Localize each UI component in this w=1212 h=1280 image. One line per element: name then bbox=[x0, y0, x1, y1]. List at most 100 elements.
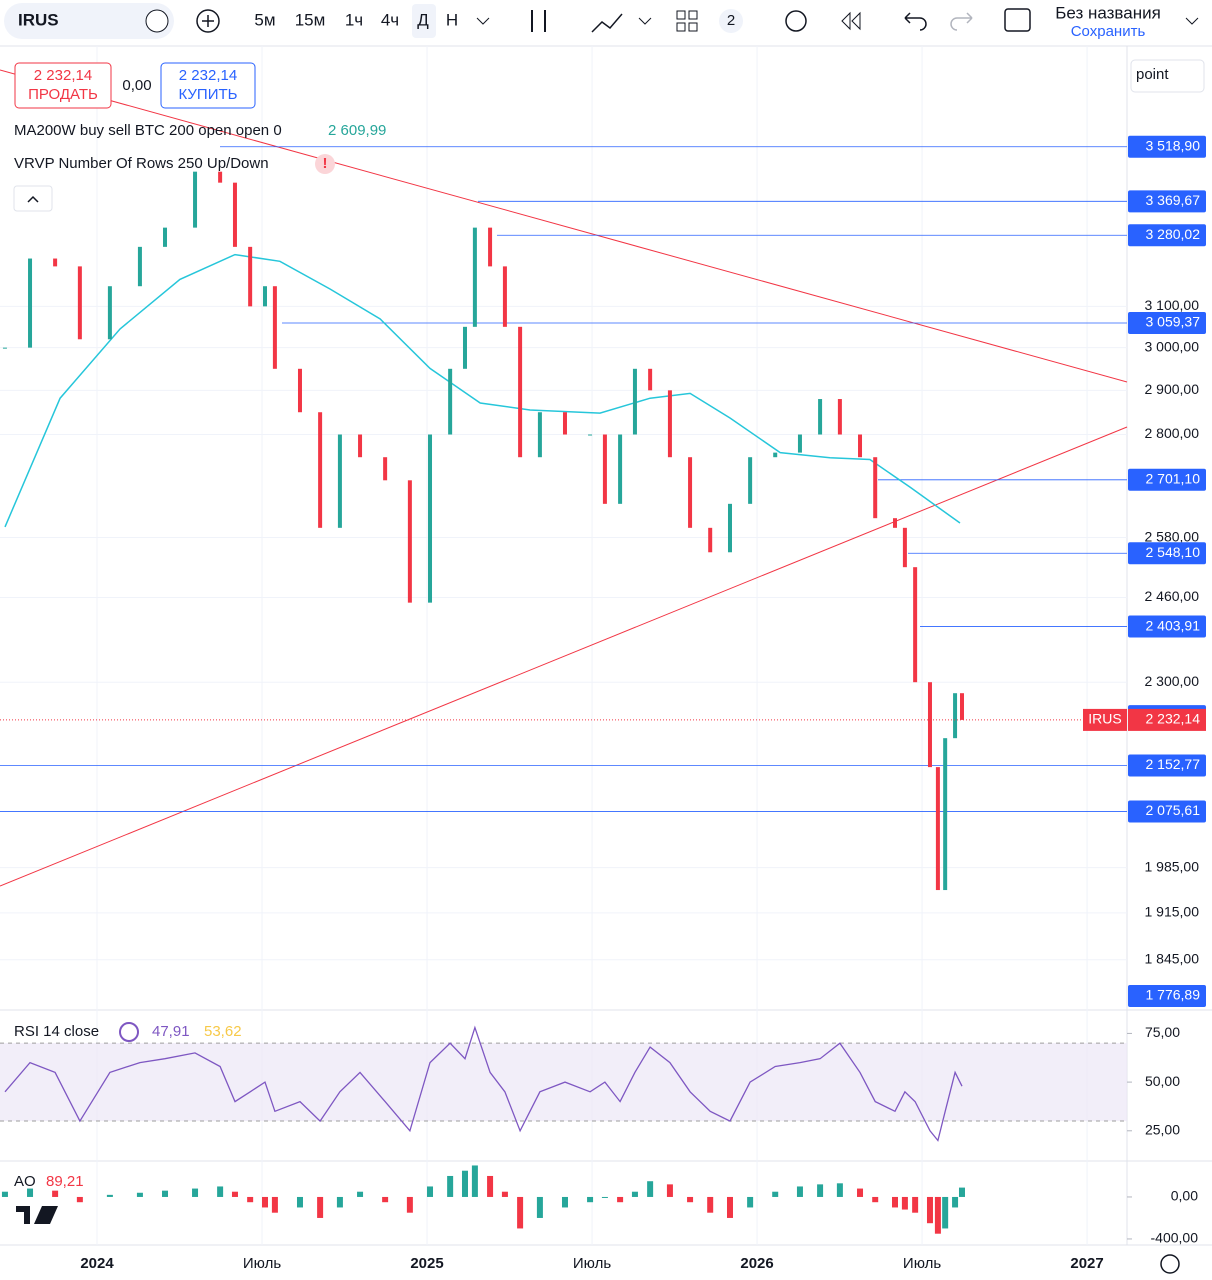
candle bbox=[232, 182, 237, 247]
y-tick-label: 2 800,00 bbox=[1145, 425, 1200, 441]
indicator-icon[interactable] bbox=[591, 13, 623, 33]
y-tick-label: 2 460,00 bbox=[1145, 588, 1200, 604]
settings-icon[interactable] bbox=[1160, 1254, 1180, 1274]
layouts-count: 2 bbox=[727, 12, 735, 29]
candle bbox=[337, 434, 342, 528]
collapse-button[interactable] bbox=[13, 185, 53, 212]
rsi-tick-label: 25,00 bbox=[1145, 1121, 1180, 1137]
candle bbox=[193, 171, 198, 228]
ao-bar bbox=[461, 1170, 468, 1197]
candle bbox=[708, 527, 713, 553]
trend-line[interactable] bbox=[0, 426, 1128, 887]
alert-icon[interactable] bbox=[785, 10, 807, 32]
ao-bar bbox=[912, 1196, 919, 1213]
vrvp-legend[interactable]: VRVP Number Of Rows 250 Up/Down bbox=[14, 155, 269, 172]
plus bbox=[202, 15, 214, 27]
candle bbox=[248, 246, 253, 307]
candle bbox=[818, 399, 823, 435]
candle bbox=[588, 434, 593, 436]
ao-bar bbox=[666, 1184, 673, 1197]
buy-button[interactable] bbox=[160, 62, 256, 109]
candle bbox=[428, 434, 433, 603]
error-icon[interactable] bbox=[315, 154, 335, 174]
scale-mode[interactable] bbox=[1130, 59, 1205, 93]
ao-bar bbox=[857, 1188, 864, 1197]
last-price-badge bbox=[1128, 708, 1206, 731]
chevron[interactable] bbox=[1185, 17, 1199, 25]
icon[interactable] bbox=[145, 9, 169, 33]
chevron[interactable] bbox=[638, 17, 652, 25]
rsi-line bbox=[4, 1025, 963, 1142]
interval[interactable]: 5м bbox=[254, 10, 275, 29]
candle bbox=[407, 480, 412, 603]
ao-bar bbox=[106, 1194, 113, 1197]
ao-legend[interactable]: AO bbox=[14, 1173, 36, 1190]
replay-icon[interactable] bbox=[841, 11, 861, 31]
y-tick-label: 3 100,00 bbox=[1145, 297, 1200, 313]
layout-name[interactable]: Без названия bbox=[1055, 3, 1161, 22]
buy-label: КУПИТЬ bbox=[178, 86, 237, 103]
ao-bar bbox=[617, 1196, 624, 1203]
ao-bar bbox=[631, 1191, 638, 1197]
interval[interactable]: Д bbox=[417, 10, 429, 29]
candle bbox=[358, 434, 363, 458]
ao-bar bbox=[901, 1196, 908, 1210]
ao-bar bbox=[271, 1196, 278, 1213]
ma-line bbox=[4, 253, 961, 528]
add-icon[interactable] bbox=[196, 9, 220, 33]
rsi-legend[interactable]: RSI 14 close bbox=[14, 1023, 99, 1040]
y-tick-label: 2 900,00 bbox=[1145, 381, 1200, 397]
layout-icon bbox=[688, 22, 698, 32]
sell-price: 2 232,14 bbox=[34, 67, 92, 84]
candle bbox=[602, 434, 607, 504]
ma-legend[interactable]: MA200W buy sell BTC 200 open open 0 bbox=[14, 122, 282, 139]
interval[interactable]: 15м bbox=[295, 10, 326, 29]
candle bbox=[927, 682, 932, 768]
rsi-tick-label: 50,00 bbox=[1145, 1073, 1180, 1089]
ao-bar bbox=[707, 1196, 714, 1213]
undo[interactable] bbox=[904, 12, 927, 31]
ao-tick-label: 0,00 bbox=[1171, 1188, 1198, 1204]
ao-bar bbox=[336, 1196, 343, 1208]
candle bbox=[383, 457, 388, 481]
layout-icon[interactable] bbox=[676, 10, 686, 20]
ao-bar bbox=[262, 1196, 269, 1208]
level-badge bbox=[1128, 800, 1206, 823]
interval[interactable]: 4ч bbox=[381, 10, 399, 29]
ao-bar bbox=[687, 1196, 694, 1203]
sell-label: ПРОДАТЬ bbox=[28, 86, 98, 103]
symbol-badge bbox=[1083, 708, 1127, 731]
candle-icon[interactable] bbox=[531, 10, 546, 32]
ao-bar bbox=[217, 1186, 224, 1197]
interval-active bbox=[412, 4, 436, 38]
interval[interactable]: 1ч bbox=[345, 10, 363, 29]
x-tick-label: Июль bbox=[573, 1255, 611, 1272]
redo[interactable] bbox=[950, 12, 973, 31]
layout-toggle[interactable] bbox=[1004, 8, 1031, 32]
candle bbox=[537, 412, 542, 458]
level-label: 2 403,91 bbox=[1146, 617, 1201, 633]
ao-bar bbox=[357, 1191, 364, 1197]
symbol-box[interactable] bbox=[4, 3, 174, 39]
candle bbox=[502, 266, 507, 327]
y-tick-label: 1 845,00 bbox=[1145, 950, 1200, 966]
candle bbox=[892, 518, 897, 528]
candle bbox=[873, 457, 878, 519]
save-link[interactable]: Сохранить bbox=[1071, 23, 1146, 40]
badge[interactable] bbox=[719, 9, 743, 33]
ao-bar bbox=[427, 1186, 434, 1197]
y-tick-label: 1 915,00 bbox=[1145, 904, 1200, 920]
chevron[interactable] bbox=[476, 17, 490, 25]
level-label: 3 280,02 bbox=[1146, 226, 1201, 242]
level-badge bbox=[1128, 224, 1206, 247]
ao-bar bbox=[501, 1191, 508, 1197]
level-badge bbox=[1128, 542, 1206, 565]
ao-bar bbox=[647, 1181, 654, 1197]
sell-button[interactable] bbox=[14, 62, 112, 109]
trend-line[interactable] bbox=[0, 69, 1128, 383]
interval[interactable]: Н bbox=[446, 10, 458, 29]
candle bbox=[618, 434, 623, 504]
ao-bar bbox=[561, 1196, 568, 1208]
symbol[interactable]: IRUS bbox=[18, 10, 59, 29]
